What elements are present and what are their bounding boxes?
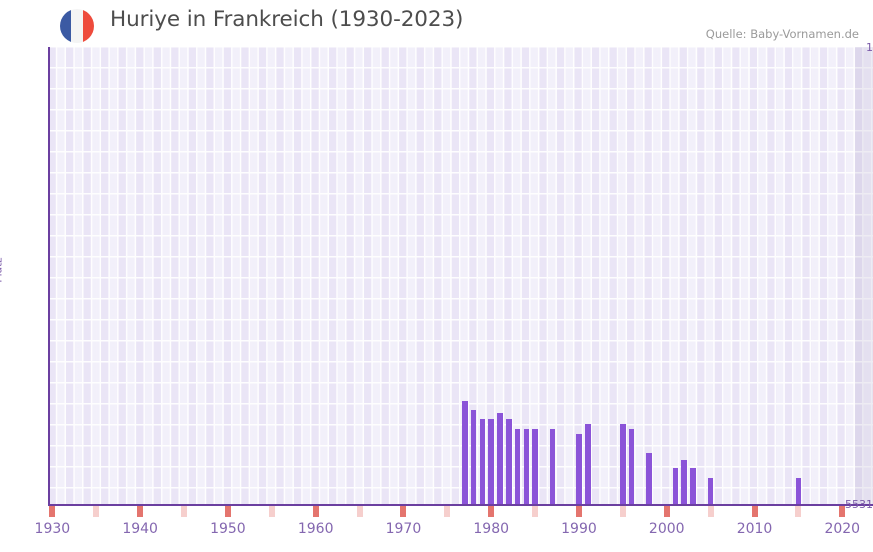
x-tick-1985 [532,506,539,517]
recent-years-shaded-band [855,47,873,505]
x-tick-2005 [707,506,714,517]
bar-1983 [514,428,521,505]
bar-1977 [462,401,468,505]
plot-area [48,47,873,505]
x-axis-label-1960: 1960 [297,521,334,537]
x-axis-ticks [48,506,873,520]
x-axis-label-1950: 1950 [210,521,246,537]
bar-1985 [532,428,538,505]
x-axis-label-1980: 1980 [473,521,510,537]
bar-1995 [620,424,626,505]
bar-1980 [488,419,495,505]
bar-1991 [584,424,591,505]
bar-1996 [628,428,635,505]
x-tick-1995 [619,506,626,517]
y-axis-line [48,47,50,506]
y-axis-title: Platz [0,257,5,283]
x-tick-1940 [137,506,144,517]
bar-2002 [681,459,688,505]
x-tick-2000 [663,506,670,517]
x-axis-label-1970: 1970 [385,521,422,537]
bar-2015 [795,478,802,505]
bar-2001 [672,468,679,505]
x-axis-label-1930: 1930 [34,521,71,537]
y-axis-top-label: 1 [866,41,873,54]
bar-1984 [523,428,530,505]
y-axis-bottom-label: 5531 [845,498,873,511]
grid-lines [48,47,873,505]
bar-1979 [479,419,486,505]
x-axis-labels: 1930 1940 1950 1960 1970 1980 1990 2000 2010 2020 [0,521,873,545]
x-axis-label-2020: 2020 [824,521,861,537]
bar-2005 [707,478,714,505]
chart-header: Huriye in Frankreich (1930-2023) Quelle:… [0,0,873,47]
flag-stripe-white [71,9,83,43]
france-flag-icon [60,9,94,43]
x-tick-2020 [839,506,846,517]
bar-1982 [505,419,512,505]
x-tick-1975 [444,506,451,517]
x-axis-label-1990: 1990 [561,521,597,537]
x-axis-label-2010: 2010 [736,521,773,537]
bar-1987 [549,428,556,505]
x-tick-1960 [312,506,319,517]
x-tick-1935 [93,506,100,517]
x-axis-label-1940: 1940 [122,521,158,537]
x-tick-1980 [488,506,495,517]
x-tick-1950 [224,506,231,517]
x-tick-1955 [268,506,275,517]
bar-1990 [576,433,582,505]
x-tick-1965 [356,506,363,517]
bar-1981 [497,413,503,505]
bar-1998 [646,452,652,505]
bar-1978 [470,409,477,505]
chart-title: Huriye in Frankreich (1930-2023) [110,7,464,32]
source-attribution: Quelle: Baby-Vornamen.de [705,27,859,41]
flag-stripe-red [82,9,94,43]
bar-2003 [690,468,696,505]
flag-stripe-blue [60,9,72,43]
x-tick-1990 [575,506,582,517]
x-tick-2010 [751,506,758,517]
x-tick-1945 [181,506,188,517]
x-tick-1930 [49,506,56,517]
x-tick-2015 [795,506,802,517]
x-axis-line [48,504,873,506]
x-axis-label-2000: 2000 [648,521,685,537]
x-tick-1970 [400,506,407,517]
